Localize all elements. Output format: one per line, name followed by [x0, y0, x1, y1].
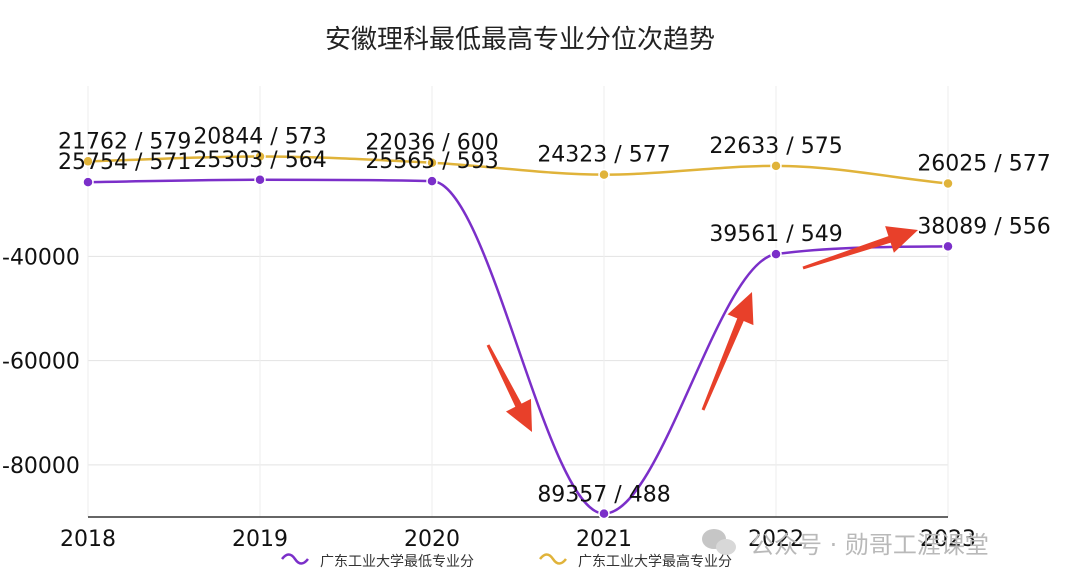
- wechat-icon: [702, 529, 736, 555]
- legend-label: 广东工业大学最高专业分: [578, 553, 732, 570]
- annotation-arrow: [486, 344, 533, 433]
- data-label: 25754 / 571: [58, 150, 191, 175]
- data-point: [942, 240, 954, 253]
- x-tick-label: 2020: [404, 527, 460, 552]
- legend-item-min: 广东工业大学最低专业分: [281, 553, 474, 570]
- data-labels: 25754 / 571 25303 / 564 25565 / 593 89357 /…: [58, 125, 1051, 508]
- x-tick-label: 2018: [60, 527, 116, 552]
- data-point: [426, 175, 438, 187]
- x-tick-label: 2022: [748, 527, 804, 552]
- data-label: 25565 / 593: [365, 149, 498, 174]
- data-point: [82, 176, 94, 188]
- data-label: 20844 / 573: [193, 125, 326, 150]
- y-tick-label: -80000: [2, 454, 80, 479]
- legend: 广东工业大学最低专业分 广东工业大学最高专业分: [281, 553, 732, 570]
- data-point: [770, 248, 782, 260]
- data-label: 24323 / 577: [537, 143, 670, 168]
- data-point: [82, 155, 94, 168]
- data-point: [254, 174, 266, 186]
- data-label: 26025 / 577: [917, 152, 1050, 177]
- data-point: [770, 160, 782, 172]
- arrow-shape: [701, 292, 754, 411]
- annotation-arrow: [802, 226, 919, 270]
- series-lines: [87, 155, 949, 515]
- series-line-max: [87, 155, 949, 185]
- data-label: 38089 / 556: [917, 214, 1050, 239]
- watermark: 公众号 · 勋哥工涯课堂: [702, 529, 989, 559]
- data-label: 39561 / 549: [709, 222, 842, 247]
- annotation-arrow: [701, 292, 754, 411]
- x-tick-label: 2019: [232, 527, 288, 552]
- y-tick-label: -60000: [2, 350, 80, 375]
- x-axis: 2018 2019 2020 2021 2022 2023: [60, 516, 976, 552]
- data-label: 22633 / 575: [709, 134, 842, 159]
- series-points: [82, 150, 954, 520]
- arrow-shape: [486, 344, 533, 433]
- data-label: 25303 / 564: [193, 148, 326, 173]
- legend-swatch: [281, 553, 309, 565]
- y-axis: -40000 -60000 -80000: [2, 245, 80, 479]
- data-label: 21762 / 579: [58, 129, 191, 154]
- data-point: [254, 150, 266, 163]
- data-point: [426, 156, 438, 169]
- legend-swatch: [539, 553, 567, 565]
- data-point: [942, 177, 954, 190]
- x-tick-label: 2023: [920, 527, 976, 552]
- annotation-arrows: [486, 226, 919, 433]
- legend-label: 广东工业大学最低专业分: [320, 554, 474, 570]
- data-point: [598, 168, 610, 181]
- y-tick-label: -40000: [2, 245, 80, 270]
- data-label: 89357 / 488: [537, 483, 670, 508]
- data-label: 22036 / 600: [365, 131, 498, 156]
- watermark-text: 公众号 · 勋哥工涯课堂: [750, 531, 989, 559]
- arrow-shape: [802, 226, 919, 270]
- data-point: [598, 507, 610, 520]
- chart-title: 安徽理科最低最高专业分位次趋势: [325, 25, 715, 55]
- legend-item-max: 广东工业大学最高专业分: [539, 553, 732, 570]
- x-tick-label: 2021: [576, 527, 632, 552]
